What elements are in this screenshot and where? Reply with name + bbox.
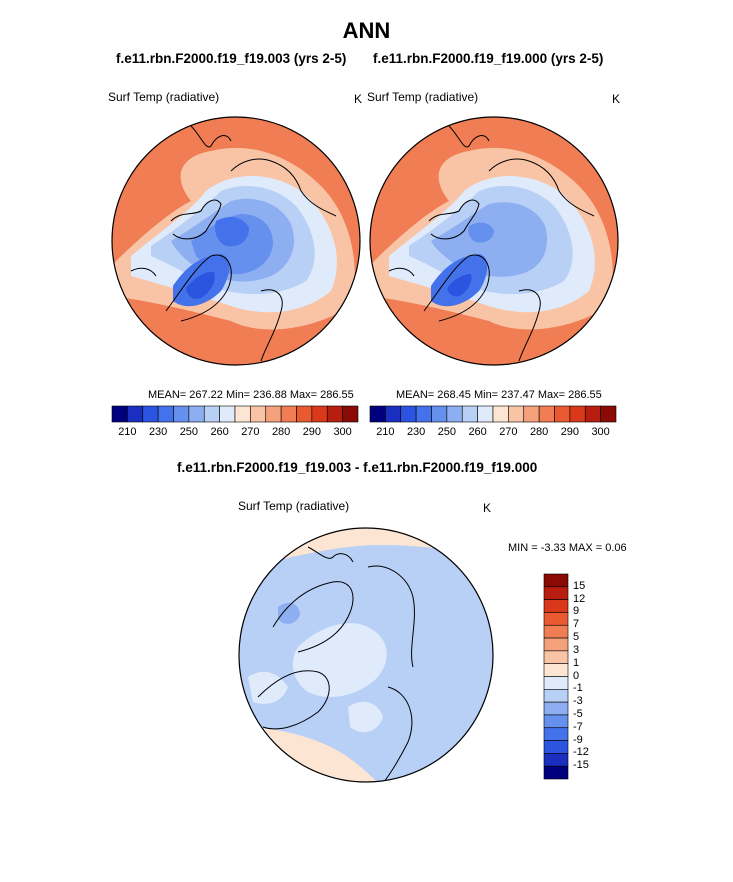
figure-title: ANN bbox=[342, 18, 391, 43]
panel-1-colorbar bbox=[111, 405, 359, 423]
panel-1-title: f.e11.rbn.F2000.f19_f19.003 (yrs 2-5) bbox=[116, 51, 347, 66]
panel-1-colorbar-swatch bbox=[234, 405, 251, 423]
panel-1-colorbar-tick-label: 290 bbox=[302, 426, 322, 438]
diff-polar-map bbox=[238, 527, 494, 783]
diff-colorbar-swatch bbox=[543, 727, 569, 741]
panel-1-colorbar-swatch bbox=[203, 405, 220, 423]
panel-1-colorbar-tick-label: 210 bbox=[118, 426, 137, 438]
diff-colorbar-swatch bbox=[543, 599, 569, 613]
panel-2-colorbar-tick-label: 290 bbox=[560, 426, 580, 438]
panel-2-colorbar-swatch bbox=[400, 405, 417, 423]
diff-colorbar-tick-label: -9 bbox=[573, 733, 583, 746]
diff-colorbar-swatch bbox=[543, 740, 569, 754]
diff-units-label: K bbox=[483, 501, 492, 515]
diff-colorbar-tick-label: 0 bbox=[573, 669, 580, 682]
panel-1-colorbar-tick-label: 270 bbox=[241, 426, 260, 438]
panel-2-colorbar-tick-label: 280 bbox=[529, 426, 549, 438]
panel-1-colorbar-swatch bbox=[173, 405, 190, 423]
diff-colorbar-swatch bbox=[543, 650, 569, 664]
panel-2-colorbar-swatch bbox=[369, 405, 386, 423]
panel-1-colorbar-swatch bbox=[250, 405, 267, 423]
diff-colorbar-swatch bbox=[543, 689, 569, 703]
panel-2-colorbar-swatch bbox=[461, 405, 478, 423]
diff-stats: MIN = -3.33 MAX = 0.06 bbox=[508, 542, 627, 554]
panel-1-colorbar-swatch bbox=[296, 405, 313, 423]
panel-2-colorbar-swatch bbox=[431, 405, 448, 423]
panel-1-units-label: K bbox=[354, 92, 363, 106]
panel-2-colorbar-swatch bbox=[492, 405, 509, 423]
panel-2-stats: MEAN= 268.45 Min= 237.47 Max= 286.55 bbox=[396, 389, 602, 401]
panel-1-colorbar-tick-label: 300 bbox=[333, 426, 352, 438]
diff-colorbar-tick-label: 7 bbox=[573, 618, 580, 631]
diff-colorbar-swatch bbox=[543, 663, 569, 677]
diff-colorbar-tick-label: 1 bbox=[573, 656, 580, 669]
diff-variable-label: Surf Temp (radiative) bbox=[238, 499, 350, 513]
diff-panel-title: f.e11.rbn.F2000.f19_f19.003 - f.e11.rbn.… bbox=[177, 460, 538, 475]
panel-1-colorbar-swatch bbox=[280, 405, 297, 423]
panel-2-colorbar-swatch bbox=[600, 405, 617, 423]
diff-colorbar-tick-label: -3 bbox=[573, 695, 583, 708]
diff-colorbar-tick-label: 9 bbox=[573, 605, 580, 618]
panel-2-colorbar-tick-label: 250 bbox=[437, 426, 457, 438]
diff-colorbar-swatch bbox=[543, 765, 569, 780]
diff-colorbar-swatch bbox=[543, 612, 569, 626]
panel-2-colorbar-swatch bbox=[477, 405, 494, 423]
diff-colorbar-swatch bbox=[543, 714, 569, 729]
diff-colorbar-tick-label: -7 bbox=[573, 720, 583, 733]
diff-colorbar-tick-label: 12 bbox=[573, 592, 586, 605]
panel-2-colorbar-swatch bbox=[538, 405, 555, 423]
panel-1-colorbar-swatch bbox=[127, 405, 144, 423]
panel-1-colorbar-swatch bbox=[111, 405, 128, 423]
panel-1-polar-map bbox=[111, 116, 361, 366]
diff-colorbar-swatch bbox=[543, 637, 569, 652]
panel-2-colorbar-swatch bbox=[554, 405, 571, 423]
diff-colorbar-tick-label: 5 bbox=[573, 631, 580, 644]
diff-colorbar-swatch bbox=[543, 701, 569, 716]
panel-2-colorbar-swatch bbox=[385, 405, 402, 423]
panel-1-colorbar-tick-label: 280 bbox=[271, 426, 291, 438]
diff-colorbar-tick-label: -15 bbox=[573, 759, 589, 772]
panel-1-colorbar-tick-label: 260 bbox=[210, 426, 229, 438]
panel-2-colorbar-swatch bbox=[446, 405, 463, 423]
panel-1-colorbar-swatch bbox=[342, 405, 359, 423]
diff-colorbar-tick-label: -12 bbox=[573, 746, 589, 759]
diff-colorbar-tick-label: 15 bbox=[573, 579, 586, 592]
panel-1-variable-label: Surf Temp (radiative) bbox=[108, 90, 220, 104]
panel-2-colorbar-swatch bbox=[523, 405, 540, 423]
panel-2-colorbar-tick-label: 300 bbox=[591, 426, 610, 438]
panel-1-colorbar-swatch bbox=[157, 405, 174, 423]
diff-colorbar-swatch bbox=[543, 753, 569, 767]
panel-2-colorbar-swatch bbox=[569, 405, 586, 423]
panel-1-colorbar-tick-label: 250 bbox=[179, 426, 199, 438]
panel-2-variable-label: Surf Temp (radiative) bbox=[367, 90, 479, 104]
panel-1-colorbar-swatch bbox=[142, 405, 159, 423]
panel-1-colorbar-tick-label: 230 bbox=[148, 426, 168, 438]
panel-2-colorbar-swatch bbox=[508, 405, 525, 423]
diff-colorbar-swatch bbox=[543, 586, 569, 600]
diff-colorbar-tick-label: -1 bbox=[573, 682, 583, 695]
panel-2-colorbar-tick-label: 210 bbox=[376, 426, 395, 438]
diff-colorbar-swatch bbox=[543, 624, 569, 639]
panel-1-colorbar-swatch bbox=[219, 405, 236, 423]
panel-2-colorbar-tick-label: 270 bbox=[499, 426, 518, 438]
panel-2-title: f.e11.rbn.F2000.f19_f19.000 (yrs 2-5) bbox=[373, 51, 604, 66]
panel-2-colorbar-swatch bbox=[415, 405, 432, 423]
panel-2-colorbar bbox=[369, 405, 617, 423]
panel-2-polar-map bbox=[369, 116, 619, 366]
panel-1-stats: MEAN= 267.22 Min= 236.88 Max= 286.55 bbox=[148, 389, 354, 401]
panel-1-colorbar-swatch bbox=[326, 405, 343, 423]
diff-colorbar-tick-label: 3 bbox=[573, 643, 580, 656]
panel-2-colorbar-tick-label: 230 bbox=[406, 426, 426, 438]
diff-colorbar-swatch bbox=[543, 676, 569, 690]
diff-colorbar-tick-label: -5 bbox=[573, 707, 583, 720]
panel-1-colorbar-swatch bbox=[265, 405, 282, 423]
diff-colorbar-swatch bbox=[543, 573, 569, 588]
diff-colorbar bbox=[543, 573, 569, 780]
panel-1-colorbar-swatch bbox=[311, 405, 328, 423]
panel-1-colorbar-swatch bbox=[188, 405, 205, 423]
panel-2-colorbar-swatch bbox=[584, 405, 601, 423]
panel-2-units-label: K bbox=[612, 92, 621, 106]
panel-2-colorbar-tick-label: 260 bbox=[468, 426, 487, 438]
